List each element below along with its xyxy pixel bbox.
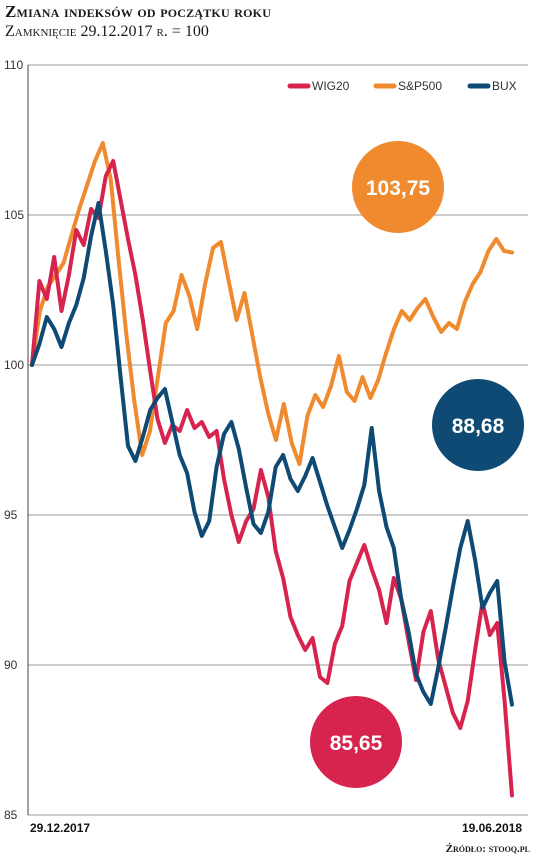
series-line-bux — [30, 201, 514, 707]
value-bubble-label-bux: 88,68 — [452, 415, 505, 438]
value-bubble-label-sp500: 103,75 — [366, 177, 431, 200]
value-bubble-label-wig20: 85,65 — [330, 732, 383, 755]
value-bubbles: 103,75 88,68 85,65 — [310, 141, 524, 788]
value-bubble-bux — [432, 379, 524, 471]
y-tick-label: 100 — [4, 358, 24, 372]
series-lines — [30, 141, 514, 798]
series-line-sp500 — [30, 141, 514, 466]
legend-label-sp500: S&P500 — [398, 79, 442, 93]
legend-label-wig20: WIG20 — [312, 79, 350, 93]
series-line-wig20 — [30, 159, 514, 798]
y-tick-label: 110 — [4, 58, 23, 72]
legend-label-bux: BUX — [492, 79, 517, 93]
chart-title: Zmiana indeksów od początku roku — [5, 2, 272, 21]
y-tick-label: 85 — [4, 808, 18, 822]
y-tick-label: 90 — [4, 658, 18, 672]
y-tick-label: 95 — [4, 508, 18, 522]
legend: WIG20 S&P500 BUX — [287, 79, 517, 93]
x-end-label: 19.06.2018 — [462, 821, 522, 835]
x-start-label: 29.12.2017 — [30, 821, 90, 835]
value-bubble-wig20 — [310, 696, 402, 788]
source-note: Źródło: stooq.pl — [445, 843, 530, 855]
grid-lines — [28, 64, 528, 816]
y-tick-label: 105 — [4, 208, 24, 222]
y-axis-ticks: 85 90 95 100 105 110 — [4, 58, 24, 822]
chart-subtitle: Zamknięcie 29.12.2017 r. = 100 — [5, 23, 209, 40]
value-bubble-sp500 — [352, 141, 444, 233]
